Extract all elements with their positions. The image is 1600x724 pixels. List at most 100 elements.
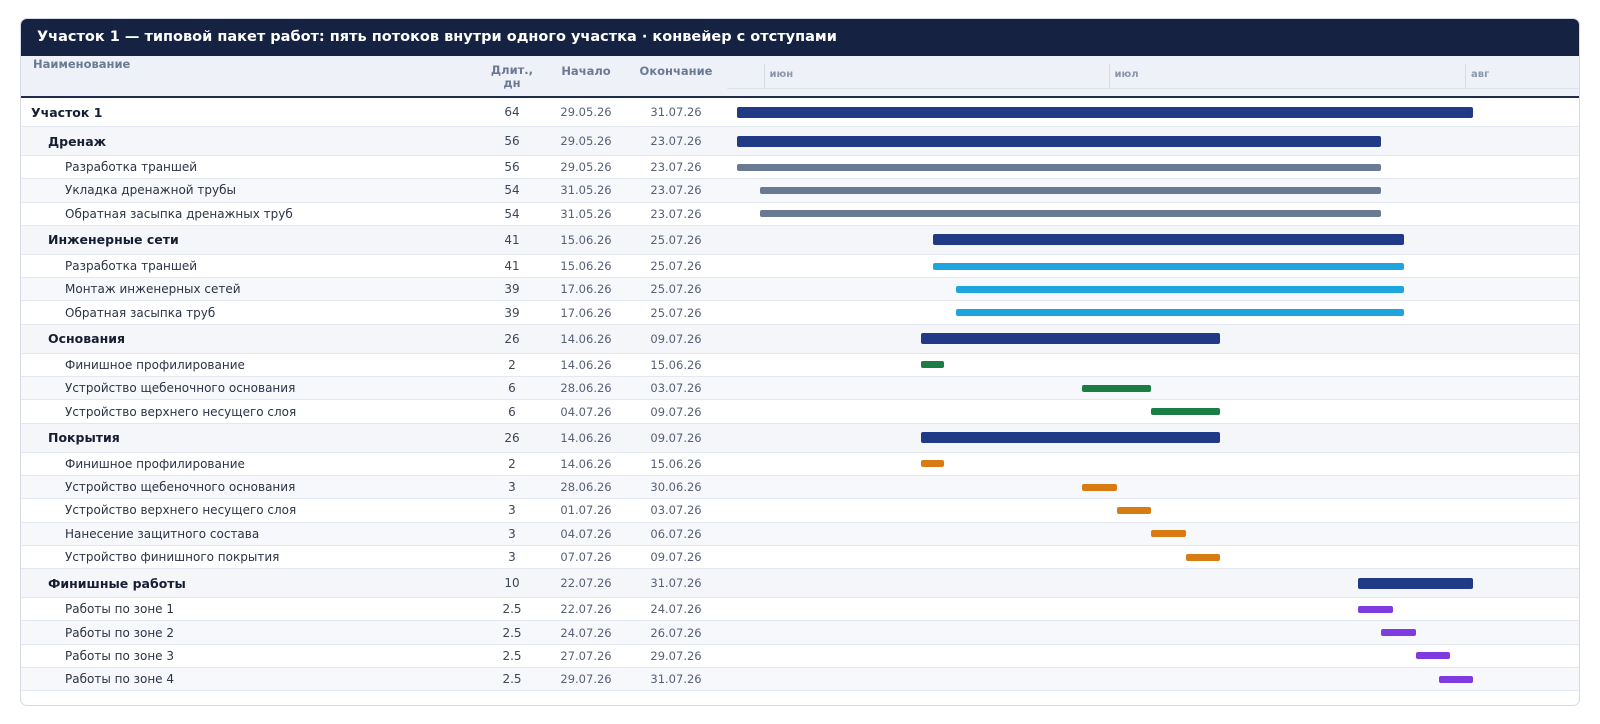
task-start: 14.06.26 [560,331,612,346]
task-start: 29.05.26 [560,134,612,148]
group-row[interactable]: Дренаж 56 29.05.26 23.07.26 [21,127,1579,156]
task-name: Устройство щебеночного основания [65,480,296,495]
column-header-name[interactable]: Наименование [33,57,131,71]
task-bar[interactable] [1082,483,1117,491]
task-start: 27.07.26 [560,648,612,663]
task-bar[interactable] [955,285,1404,293]
table-header: Наименование Длит., дн Начало Окончание … [21,56,1579,98]
task-duration: 41 [504,259,520,274]
task-end: 31.07.26 [650,672,702,687]
task-row[interactable]: Устройство верхнего несущего слоя 6 04.07.… [21,400,1579,424]
summary-row[interactable]: Участок 1 64 29.05.26 31.07.26 [21,98,1579,127]
column-header-duration[interactable]: Длит., дн [490,63,534,90]
task-name: Разработка траншей [65,259,198,274]
task-bar[interactable] [1151,530,1186,538]
task-row[interactable]: Финишное профилирование 2 14.06.26 15.06.26 [21,353,1579,378]
task-duration: 54 [504,183,520,198]
task-bar[interactable] [737,163,1381,171]
task-end: 03.07.26 [650,381,702,396]
column-header-start[interactable]: Начало [561,64,611,78]
task-end: 23.07.26 [650,134,702,148]
task-duration: 39 [504,282,520,297]
task-bar[interactable] [921,460,944,468]
column-header-end[interactable]: Окончание [639,64,713,78]
task-name: Укладка дренажной трубы [65,183,236,198]
task-end: 09.07.26 [650,550,702,564]
task-bar[interactable] [1082,384,1151,392]
task-name: Финишное профилирование [65,456,245,471]
task-duration: 6 [508,381,516,396]
task-bar[interactable] [1151,408,1220,416]
task-bar[interactable] [1185,553,1220,561]
gantt-panel: Участок 1 — типовой пакет работ: пять по… [20,18,1580,706]
task-row[interactable]: Монтаж инженерных сетей 39 17.06.26 25.07.2… [21,278,1579,302]
task-start: 29.07.26 [560,672,612,687]
task-row[interactable]: Нанесение защитного состава 3 04.07.26 06.0… [21,522,1579,546]
task-duration: 2 [508,357,516,372]
task-duration: 3 [508,550,516,564]
group-row[interactable]: Инженерные сети 41 15.06.26 25.07.26 [21,225,1579,255]
task-row[interactable]: Разработка траншей 56 29.05.26 23.07.26 [21,156,1579,180]
task-row[interactable]: Работы по зоне 4 2.5 29.07.26 31.07.26 [21,668,1579,692]
task-bar[interactable] [921,361,944,369]
task-duration: 2 [508,456,516,471]
task-end: 23.07.26 [650,183,702,198]
summary-bar[interactable] [921,432,1220,444]
task-bar[interactable] [760,186,1381,194]
task-name: Монтаж инженерных сетей [65,282,241,297]
task-end: 23.07.26 [650,160,702,175]
timeline-scale-divider [727,88,1579,89]
task-row[interactable]: Устройство финишного покрытия 3 07.07.26 09… [21,545,1579,570]
task-row[interactable]: Работы по зоне 1 2.5 22.07.26 24.07.26 [21,598,1579,622]
task-start: 22.07.26 [560,602,612,617]
task-start: 17.06.26 [560,305,612,320]
task-bar[interactable] [1116,506,1151,514]
task-end: 26.07.26 [650,625,702,640]
task-row[interactable]: Устройство верхнего несущего слоя 3 01.07.… [21,499,1579,523]
task-start: 28.06.26 [560,381,612,396]
task-bar[interactable] [1381,629,1416,637]
summary-bar[interactable] [1358,577,1473,589]
task-end: 31.07.26 [650,576,702,591]
month-label: июл [1108,64,1169,89]
task-row[interactable]: Разработка траншей 41 15.06.26 25.07.26 [21,254,1579,279]
task-row[interactable]: Устройство щебеночного основания 6 28.06.2… [21,377,1579,401]
task-row[interactable]: Устройство щебеночного основания 3 28.06.2… [21,475,1579,500]
summary-bar[interactable] [932,234,1404,246]
task-end: 15.06.26 [650,456,702,471]
task-row[interactable]: Работы по зоне 2 2.5 24.07.26 26.07.26 [21,621,1579,645]
task-duration: 6 [508,404,516,419]
task-start: 07.07.26 [560,550,612,564]
task-start: 01.07.26 [560,503,612,518]
task-end: 09.07.26 [650,404,702,419]
task-start: 31.05.26 [560,206,612,221]
summary-bar[interactable] [921,333,1220,345]
group-row[interactable]: Основания 26 14.06.26 09.07.26 [21,324,1579,354]
task-row[interactable]: Обратная засыпка труб 39 17.06.26 25.07.26 [21,301,1579,325]
task-start: 29.05.26 [560,160,612,175]
task-bar[interactable] [932,262,1404,270]
task-duration: 3 [508,503,516,518]
task-duration: 54 [504,206,520,221]
task-bar[interactable] [1438,675,1473,683]
summary-bar[interactable] [737,106,1473,118]
summary-bar[interactable] [737,135,1381,147]
task-row[interactable]: Финишное профилирование 2 14.06.26 15.06.26 [21,452,1579,476]
group-row[interactable]: Финишные работы 10 22.07.26 31.07.26 [21,569,1579,599]
task-start: 17.06.26 [560,282,612,297]
task-duration: 56 [504,160,520,175]
group-row[interactable]: Покрытия 26 14.06.26 09.07.26 [21,423,1579,453]
task-start: 22.07.26 [560,576,612,591]
task-bar[interactable] [1415,652,1450,660]
task-end: 25.07.26 [650,232,702,247]
task-bar[interactable] [955,309,1404,317]
task-row[interactable]: Работы по зоне 3 2.5 27.07.26 29.07.26 [21,644,1579,669]
task-name: Устройство верхнего несущего слоя [65,404,297,419]
task-end: 06.07.26 [650,526,702,541]
task-bar[interactable] [760,210,1381,218]
task-row[interactable]: Обратная засыпка дренажных труб 54 31.05.2… [21,202,1579,226]
task-bar[interactable] [1358,605,1393,613]
task-row[interactable]: Укладка дренажной трубы 54 31.05.26 23.07.2… [21,179,1579,203]
task-start: 14.06.26 [560,456,612,471]
task-duration: 39 [504,305,520,320]
